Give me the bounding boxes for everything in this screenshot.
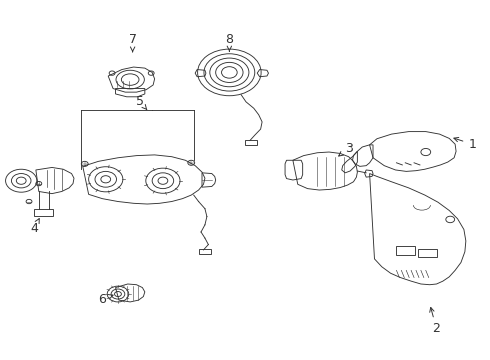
Text: 5: 5 bbox=[136, 95, 147, 109]
Text: 2: 2 bbox=[430, 307, 441, 335]
Text: 4: 4 bbox=[30, 219, 39, 235]
Text: 6: 6 bbox=[98, 293, 113, 306]
Text: 1: 1 bbox=[454, 138, 476, 150]
Text: 3: 3 bbox=[339, 142, 352, 156]
Text: 7: 7 bbox=[128, 33, 137, 52]
Text: 8: 8 bbox=[225, 33, 233, 51]
